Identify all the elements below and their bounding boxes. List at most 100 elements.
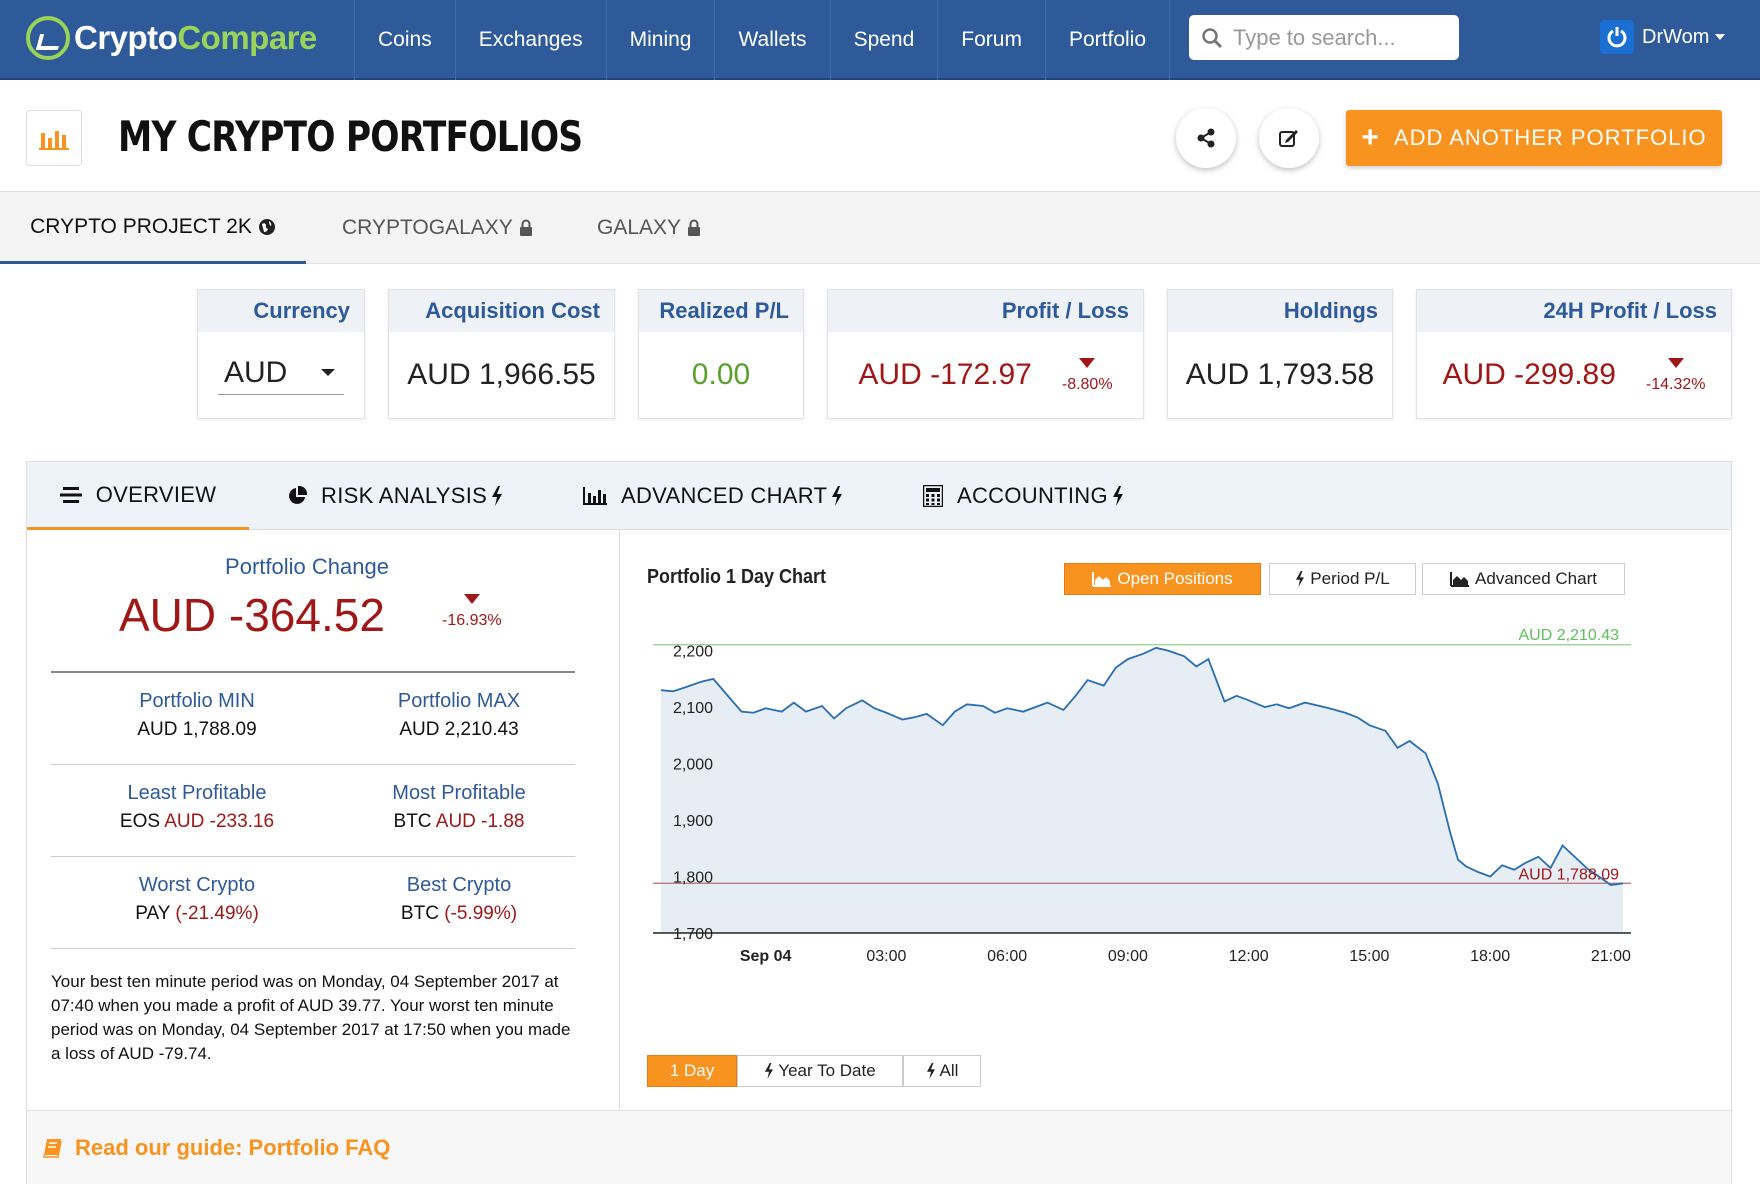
share-icon <box>1197 128 1215 148</box>
power-icon <box>1600 20 1634 54</box>
portfolio-panel: OVERVIEW RISK ANALYSIS ADVANCED CHART AC… <box>26 461 1732 1184</box>
currency-card: Currency AUD <box>197 289 365 419</box>
x-tick-label: 21:00 <box>1591 948 1631 965</box>
range-ytd-button[interactable]: Year To Date <box>737 1055 903 1087</box>
card-label: Currency <box>198 290 364 332</box>
least-profitable: Least Profitable EOS AUD -233.16 <box>77 782 317 833</box>
tab-label: ADVANCED CHART <box>621 483 828 508</box>
bar-chart-icon <box>583 487 607 505</box>
tab-crypto-project-2k[interactable]: CRYPTO PROJECT 2K <box>0 192 306 264</box>
button-label: Advanced Chart <box>1475 569 1597 588</box>
portfolio-faq-link[interactable]: Read our guide: Portfolio FAQ <box>27 1110 1731 1184</box>
bolt-icon <box>926 1063 935 1079</box>
caret-down-icon <box>321 368 335 376</box>
button-label: Period P/L <box>1310 569 1390 588</box>
stat-label: Portfolio MIN <box>139 690 255 712</box>
y-tick-label: 2,100 <box>673 700 713 717</box>
overview-stats: Portfolio Change AUD -364.52 -16.93% Por… <box>27 530 620 1110</box>
nav-item-portfolio[interactable]: Portfolio <box>1044 0 1171 80</box>
most-profitable: Most Profitable BTC AUD -1.88 <box>339 782 579 833</box>
tab-label: GALAXY <box>597 216 682 239</box>
tab-cryptogalaxy[interactable]: CRYPTOGALAXY <box>342 192 533 264</box>
coin-symbol: PAY <box>135 903 171 924</box>
y-tick-label: 2,200 <box>673 644 713 661</box>
tab-advanced-chart[interactable]: ADVANCED CHART <box>583 462 857 530</box>
area-chart-icon <box>1092 572 1112 587</box>
y-tick-label: 1,800 <box>673 870 713 887</box>
nav-item-coins[interactable]: Coins <box>354 0 455 80</box>
currency-select[interactable]: AUD <box>198 332 364 418</box>
range-all-button[interactable]: All <box>903 1055 981 1087</box>
user-menu[interactable]: DrWom <box>1600 20 1727 54</box>
portfolio-max: Portfolio MAX AUD 2,210.43 <box>339 690 579 741</box>
portfolio-tabs: CRYPTO PROJECT 2K CRYPTOGALAXY GALAXY <box>0 192 1760 264</box>
period-pl-button[interactable]: Period P/L <box>1269 563 1416 595</box>
bolt-icon <box>1296 571 1305 587</box>
chart-title: Portfolio 1 Day Chart <box>647 566 827 588</box>
card-value: 0.00 <box>691 358 751 391</box>
guide-label: Read our guide: Portfolio FAQ <box>75 1134 391 1160</box>
coin-symbol: EOS <box>119 811 161 832</box>
search-input[interactable]: Type to search... <box>1189 15 1459 60</box>
nav-item-wallets[interactable]: Wallets <box>714 0 829 80</box>
x-tick-label: 03:00 <box>866 948 906 965</box>
tab-label: CRYPTOGALAXY <box>342 216 513 239</box>
holdings-card: Holdings AUD 1,793.58 <box>1167 289 1393 419</box>
nav-menu: Coins Exchanges Mining Wallets Spend For… <box>354 0 1171 80</box>
button-label: 1 Day <box>669 1061 715 1080</box>
edit-button[interactable] <box>1259 108 1319 168</box>
divider <box>51 671 575 673</box>
stat-value: PAY (-21.49%) <box>77 903 317 925</box>
globe-icon <box>258 218 275 235</box>
stat-label: Least Profitable <box>127 782 267 804</box>
add-portfolio-button[interactable]: + ADD ANOTHER PORTFOLIO <box>1346 110 1722 166</box>
portfolio-min: Portfolio MIN AUD 1,788.09 <box>77 690 317 741</box>
worst-crypto: Worst Crypto PAY (-21.49%) <box>77 874 317 925</box>
nav-item-mining[interactable]: Mining <box>605 0 715 80</box>
card-label: 24H Profit / Loss <box>1417 290 1731 332</box>
pct-change: -14.32% <box>1645 358 1706 393</box>
logo[interactable]: Crypto Compare <box>26 16 317 60</box>
currency-value: AUD <box>224 355 288 389</box>
tab-risk-analysis[interactable]: RISK ANALYSIS <box>287 462 517 530</box>
bolt-icon <box>765 1063 774 1079</box>
card-label: Profit / Loss <box>828 290 1143 332</box>
x-tick-label: 06:00 <box>987 948 1027 965</box>
logo-icon <box>26 16 70 60</box>
area-chart-icon <box>1450 572 1470 587</box>
tab-label: ACCOUNTING <box>957 483 1108 508</box>
bolt-icon <box>492 486 503 506</box>
performance-note: Your best ten minute period was on Monda… <box>51 972 571 1063</box>
x-tick-label: 15:00 <box>1349 948 1389 965</box>
stat-value: EOS AUD -233.16 <box>77 811 317 833</box>
open-positions-button[interactable]: Open Positions <box>1064 563 1261 595</box>
calculator-icon <box>923 485 943 507</box>
tab-overview[interactable]: OVERVIEW <box>27 462 249 530</box>
stat-label: Best Crypto <box>406 874 512 896</box>
card-value-row: AUD -172.97 -8.80% <box>828 332 1143 418</box>
portfolio-change-label: Portfolio Change <box>225 554 389 579</box>
card-label: Holdings <box>1168 290 1392 332</box>
tab-accounting[interactable]: ACCOUNTING <box>923 462 1138 530</box>
add-portfolio-label: ADD ANOTHER PORTFOLIO <box>1393 125 1707 150</box>
coin-value: (-21.49%) <box>175 903 259 924</box>
share-button[interactable] <box>1176 108 1236 168</box>
button-label: All <box>939 1061 959 1080</box>
tab-galaxy[interactable]: GALAXY <box>597 192 701 264</box>
logo-text-crypto: Crypto <box>74 19 178 56</box>
x-tick-label: Sep 04 <box>740 948 792 965</box>
book-icon <box>43 1138 62 1158</box>
nav-item-forum[interactable]: Forum <box>937 0 1045 80</box>
nav-item-spend[interactable]: Spend <box>829 0 938 80</box>
realized-pl-card: Realized P/L 0.00 <box>638 289 804 419</box>
range-1-day-button[interactable]: 1 Day <box>647 1055 737 1087</box>
x-tick-label: 09:00 <box>1108 948 1148 965</box>
card-label: Realized P/L <box>639 290 803 332</box>
stat-value: AUD 1,788.09 <box>137 719 257 740</box>
lock-icon <box>688 219 701 236</box>
nav-item-exchanges[interactable]: Exchanges <box>454 0 606 80</box>
advanced-chart-button[interactable]: Advanced Chart <box>1422 563 1625 595</box>
divider <box>51 764 575 765</box>
stat-value: BTC (-5.99%) <box>339 903 579 925</box>
plus-icon: + <box>1361 121 1380 154</box>
